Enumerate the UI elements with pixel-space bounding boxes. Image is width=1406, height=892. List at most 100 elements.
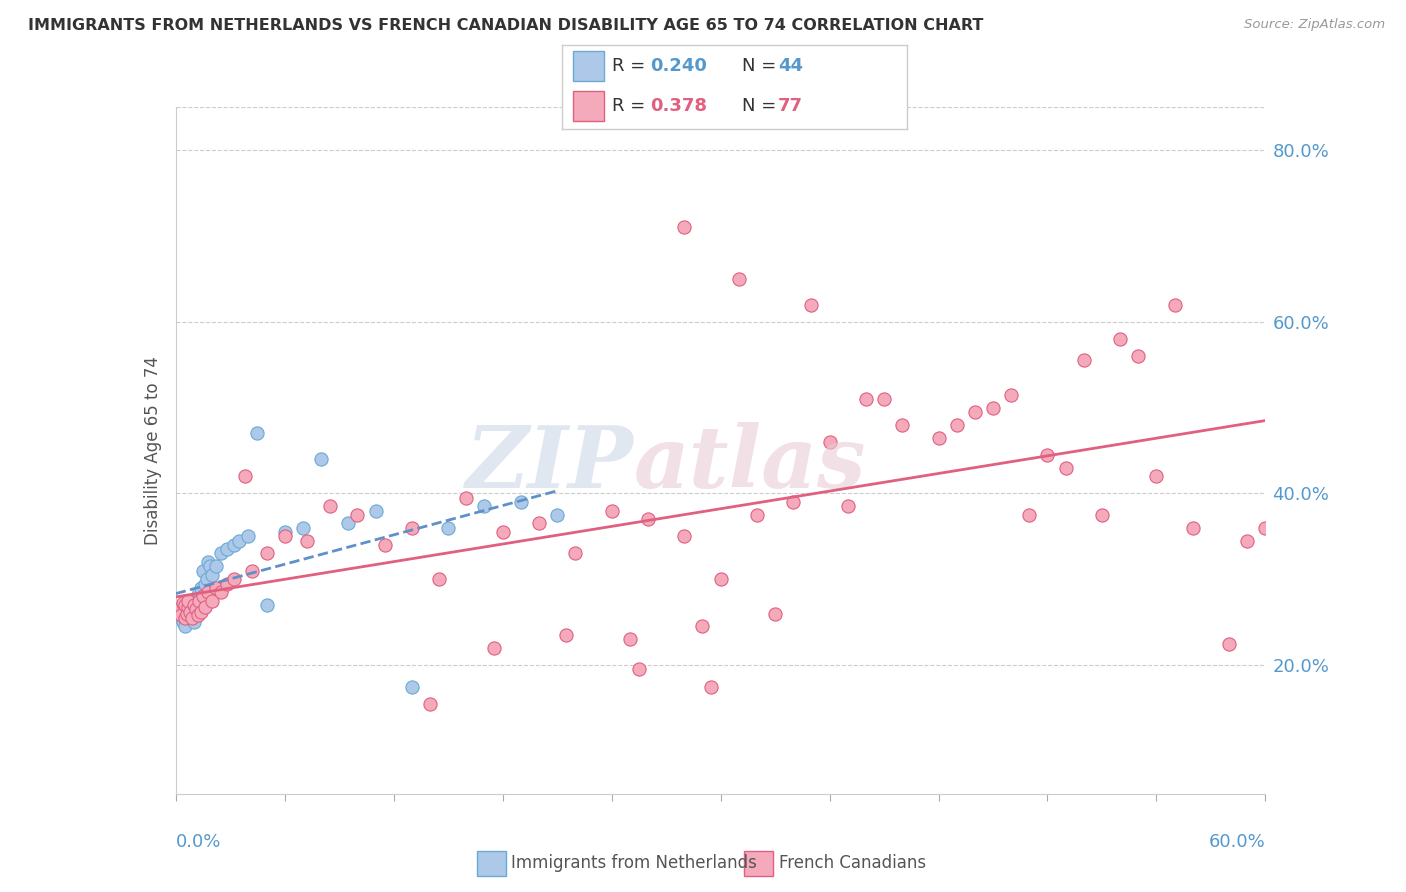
Point [176, 602, 198, 616]
Point [482, 640, 505, 655]
Point [346, 508, 368, 522]
Point [627, 662, 650, 676]
Point [177, 608, 200, 623]
FancyBboxPatch shape [572, 91, 603, 120]
Point [256, 598, 278, 612]
Point [209, 546, 232, 561]
Point [427, 572, 450, 586]
Point [1073, 353, 1095, 368]
Point [818, 434, 841, 449]
Point [176, 593, 198, 607]
Point [1109, 332, 1132, 346]
Point [1018, 508, 1040, 522]
FancyBboxPatch shape [477, 851, 506, 876]
Point [1236, 533, 1258, 548]
Text: ZIP: ZIP [465, 423, 633, 506]
Point [600, 503, 623, 517]
Point [173, 611, 195, 625]
FancyBboxPatch shape [572, 52, 603, 81]
Text: N =: N = [741, 57, 782, 75]
Text: Immigrants from Netherlands: Immigrants from Netherlands [512, 855, 758, 872]
Point [891, 417, 914, 432]
Point [673, 529, 696, 543]
Point [274, 529, 297, 543]
Point [190, 605, 212, 619]
Point [238, 529, 260, 543]
Point [700, 680, 723, 694]
Point [873, 392, 896, 406]
Point [527, 516, 550, 531]
Point [673, 220, 696, 235]
Text: 0.378: 0.378 [650, 97, 707, 115]
Point [204, 581, 226, 595]
Point [619, 632, 641, 647]
Point [201, 568, 224, 582]
Point [1146, 469, 1168, 483]
Point [291, 521, 314, 535]
Point [188, 593, 211, 607]
Point [197, 555, 219, 569]
Point [945, 417, 967, 432]
Point [181, 607, 204, 621]
Text: atlas: atlas [633, 423, 866, 506]
Point [191, 590, 214, 604]
Point [319, 500, 342, 514]
Point [179, 599, 201, 614]
Point [194, 576, 217, 591]
Point [1000, 387, 1022, 401]
Point [179, 605, 201, 619]
Point [181, 611, 204, 625]
Point [186, 608, 209, 623]
Point [177, 593, 200, 607]
Point [184, 593, 207, 607]
Point [727, 271, 749, 285]
Point [222, 572, 245, 586]
Point [169, 602, 191, 616]
Point [1036, 448, 1059, 462]
Point [215, 542, 238, 557]
Point [555, 628, 578, 642]
Point [222, 538, 245, 552]
Point [201, 593, 224, 607]
Point [401, 680, 423, 694]
Point [546, 508, 568, 522]
Point [763, 607, 786, 621]
Point [364, 503, 387, 517]
Point [637, 512, 659, 526]
Text: N =: N = [741, 97, 782, 115]
Point [274, 524, 297, 539]
Point [172, 615, 194, 630]
Point [183, 615, 205, 630]
Point [401, 521, 423, 535]
Point [173, 607, 195, 621]
Point [855, 392, 877, 406]
Point [186, 590, 209, 604]
Text: 77: 77 [778, 97, 803, 115]
Point [200, 559, 222, 574]
Point [172, 598, 194, 612]
Point [177, 599, 200, 614]
Point [184, 602, 207, 616]
Point [1054, 460, 1077, 475]
Point [745, 508, 768, 522]
Point [215, 576, 238, 591]
Point [1218, 637, 1240, 651]
Text: R =: R = [613, 57, 651, 75]
Point [173, 598, 195, 612]
Point [710, 572, 733, 586]
Point [191, 564, 214, 578]
Point [228, 533, 250, 548]
Point [204, 559, 226, 574]
Point [1091, 508, 1114, 522]
Point [837, 500, 859, 514]
Point [172, 596, 194, 610]
FancyBboxPatch shape [744, 851, 773, 876]
Point [173, 619, 195, 633]
Point [1181, 521, 1204, 535]
Point [233, 469, 256, 483]
Point [295, 533, 318, 548]
Point [928, 431, 950, 445]
Point [309, 452, 332, 467]
Point [474, 500, 496, 514]
Text: 0.0%: 0.0% [176, 832, 221, 850]
